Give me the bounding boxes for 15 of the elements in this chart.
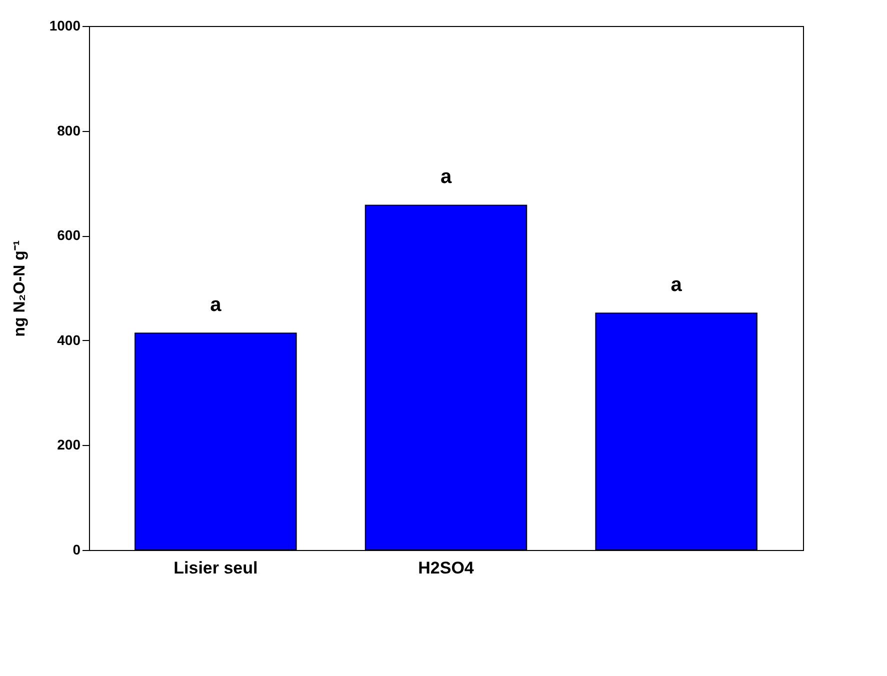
y-tick-label: 600 (57, 227, 81, 244)
bar (134, 332, 297, 550)
y-tick-label: 0 (72, 542, 81, 558)
bar (364, 204, 528, 550)
y-tick-label: 800 (57, 122, 81, 138)
annotation: a (210, 294, 222, 316)
y-axis-title: ng N₂O-N g⁻¹ (11, 240, 28, 337)
y-tick-label: 400 (57, 332, 81, 348)
x-tick-label: H2SO4 (418, 558, 474, 578)
y-tick-label: 200 (57, 436, 81, 453)
bar (595, 312, 758, 550)
x-tick-label: Lisier seul (174, 558, 258, 578)
annotation: a (440, 166, 452, 188)
y-tick-label: 1000 (49, 18, 81, 34)
annotation: a (670, 274, 683, 296)
